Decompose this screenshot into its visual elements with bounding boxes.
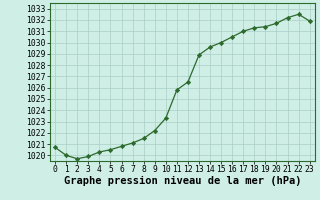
X-axis label: Graphe pression niveau de la mer (hPa): Graphe pression niveau de la mer (hPa) xyxy=(64,176,301,186)
